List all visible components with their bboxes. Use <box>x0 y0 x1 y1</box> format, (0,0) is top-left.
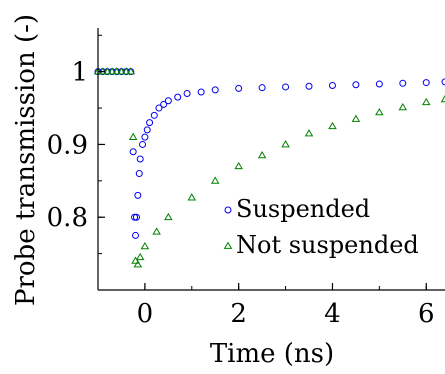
data-point <box>112 67 122 75</box>
data-point <box>352 81 360 89</box>
series-2 <box>93 67 445 268</box>
x-tick-label: 6 <box>418 299 435 329</box>
data-point <box>234 161 243 170</box>
data-point <box>103 67 112 75</box>
data-point <box>235 84 243 92</box>
data-point <box>134 191 142 199</box>
legend-marker <box>224 206 232 214</box>
x-tick-label: 4 <box>324 299 341 329</box>
data-point <box>440 94 445 103</box>
data-point <box>328 81 336 89</box>
data-point <box>211 86 219 94</box>
data-point <box>126 67 136 75</box>
legend-marker <box>223 241 233 249</box>
data-point <box>133 260 143 268</box>
data-point <box>304 129 314 137</box>
data-point <box>351 114 361 122</box>
data-point <box>257 150 267 159</box>
data-point <box>174 93 182 101</box>
data-point <box>150 111 158 119</box>
y-tick-label: 1 <box>71 58 88 88</box>
data-point <box>155 104 163 112</box>
y-tick-label: 0.8 <box>47 203 88 233</box>
legend: Suspended Not suspended <box>223 195 419 259</box>
data-point <box>131 213 139 221</box>
data-point <box>328 121 337 130</box>
data-point <box>399 79 407 87</box>
legend-entry: Not suspended <box>223 231 419 259</box>
data-point <box>422 79 430 87</box>
data-point <box>141 133 149 141</box>
data-point <box>139 140 147 148</box>
data-point <box>183 90 191 97</box>
x-axis-label: Time (ns) <box>210 339 334 369</box>
legend-label: Suspended <box>236 195 370 223</box>
data-point <box>160 100 168 108</box>
x-tick-label: 0 <box>137 299 154 329</box>
legend-entry: Suspended <box>224 195 370 223</box>
data-point <box>441 78 445 86</box>
data-point <box>305 82 313 90</box>
data-point <box>187 193 197 201</box>
data-point <box>164 212 173 221</box>
data-point <box>146 119 154 127</box>
data-point <box>135 252 145 261</box>
y-axis-label: Probe transmission (-) <box>11 14 41 306</box>
data-point <box>107 67 117 75</box>
series-1 <box>94 68 445 239</box>
data-point <box>135 170 143 178</box>
plot-area <box>93 67 445 268</box>
data-point <box>121 67 131 75</box>
x-tick-label: 2 <box>230 299 247 329</box>
data-point <box>281 140 290 148</box>
data-point <box>152 227 161 235</box>
data-point <box>117 67 126 75</box>
y-tick-label: 0.9 <box>47 130 88 160</box>
data-point <box>131 256 140 264</box>
legend-label: Not suspended <box>236 231 419 259</box>
data-point <box>143 126 151 134</box>
data-point <box>375 80 383 88</box>
data-point <box>197 88 205 96</box>
ticks: 0 2 4 6 0.8 0.9 1 <box>47 34 435 329</box>
data-point <box>421 97 431 106</box>
data-point <box>210 176 220 184</box>
data-point <box>282 83 290 91</box>
data-point <box>128 132 138 141</box>
data-point <box>398 102 408 111</box>
data-point <box>129 148 137 156</box>
data-point <box>136 155 144 163</box>
data-point <box>258 84 266 92</box>
data-point <box>132 213 140 221</box>
data-point <box>140 241 150 250</box>
data-point <box>375 108 384 116</box>
data-point <box>132 231 140 239</box>
data-point <box>164 97 172 105</box>
